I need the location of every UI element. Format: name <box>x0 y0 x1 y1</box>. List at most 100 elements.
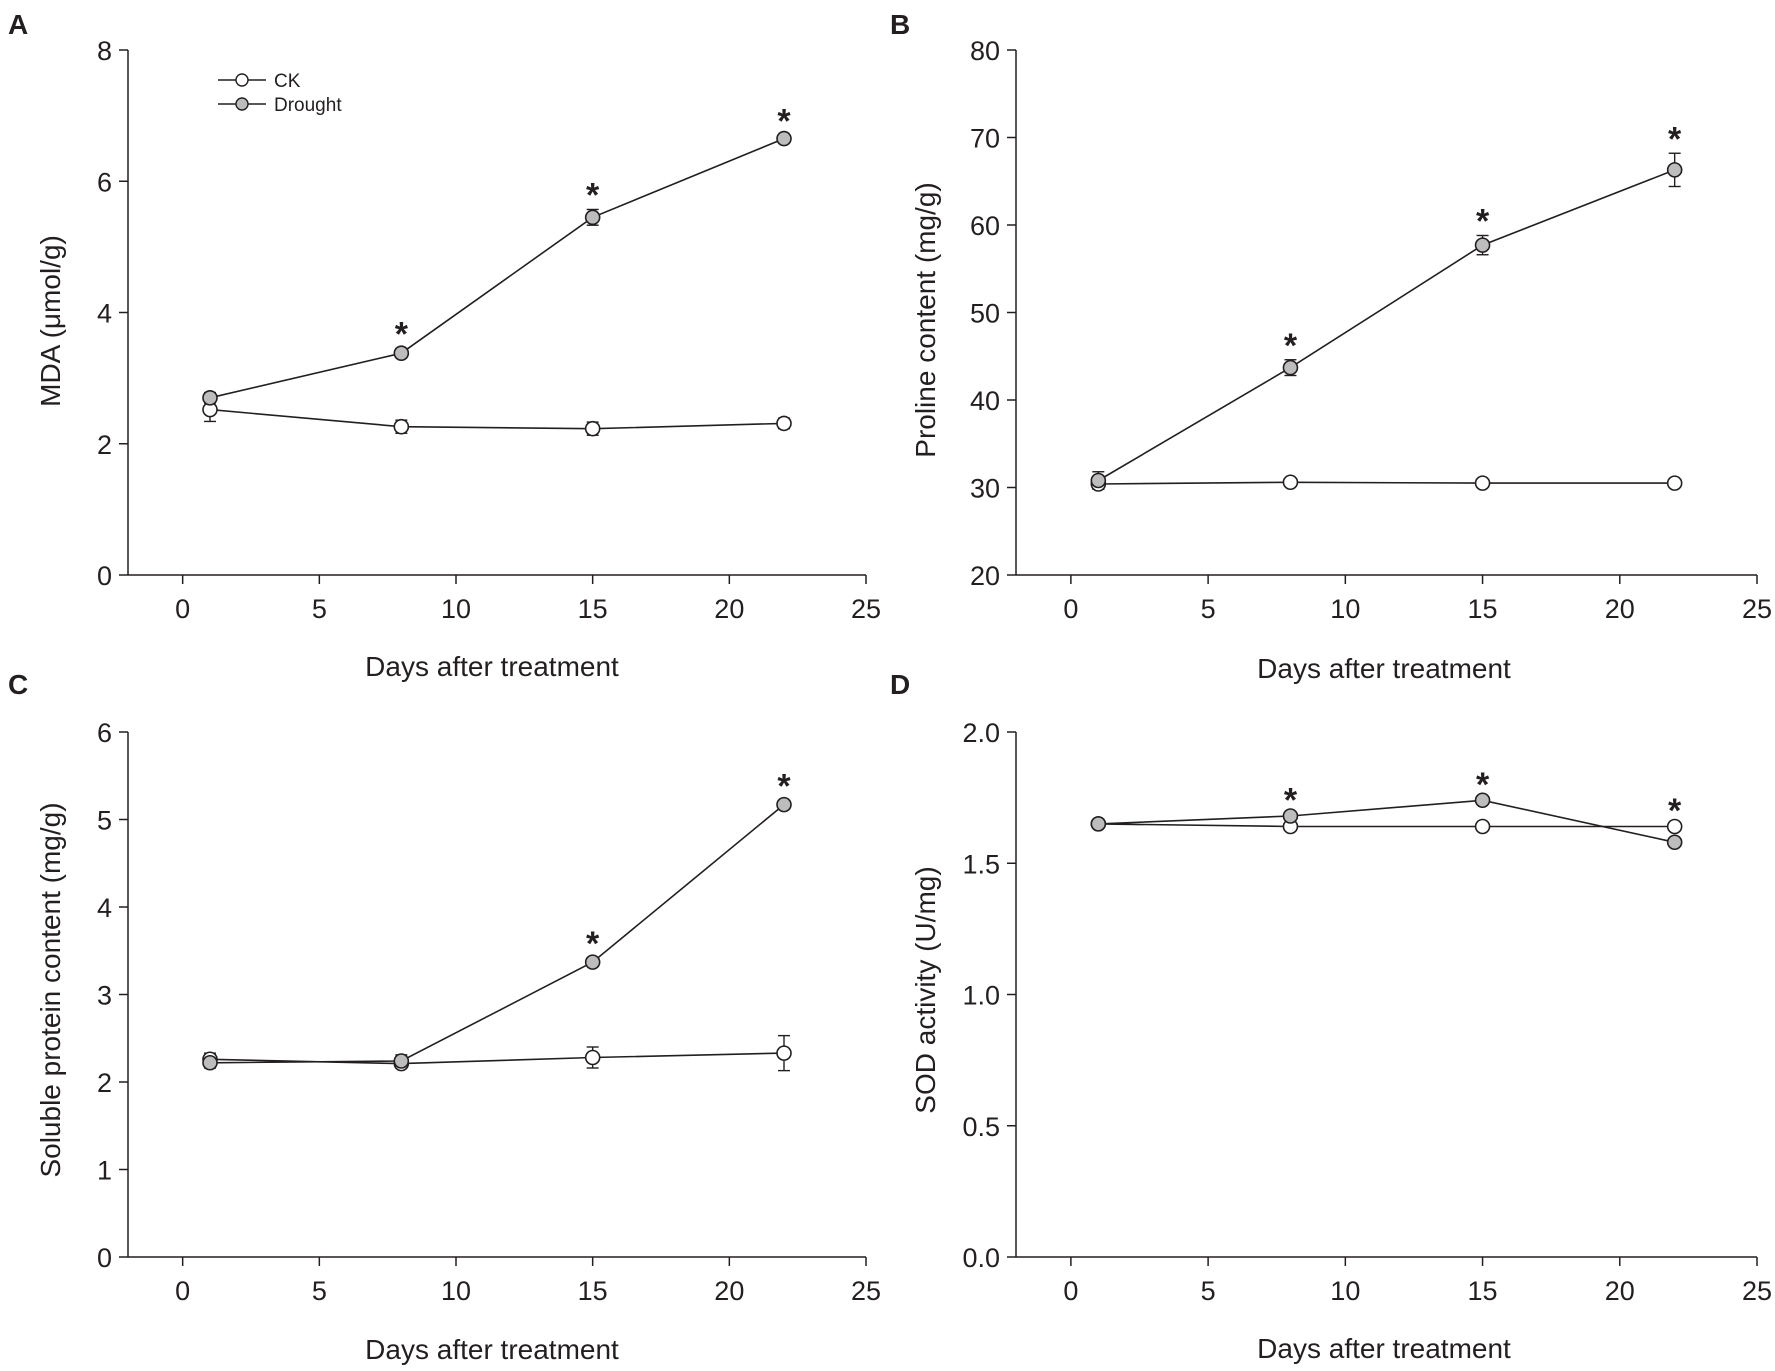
panel-d-x-tick-label: 10 <box>1330 1276 1360 1306</box>
panel-c-plot: 0 5 10 15 20 25 0 1 2 3 4 5 6 * * <box>97 718 881 1306</box>
panel-c-x-tick-label: 25 <box>851 1276 881 1306</box>
panel-b-ck-point <box>1282 474 1299 491</box>
panel-c-x-tick-label: 10 <box>441 1276 471 1306</box>
panel-a-x-tick-label: 25 <box>851 594 881 624</box>
panel-d-y-axis-label: SOD activity (U/mg) <box>910 866 941 1113</box>
panel-c-y-tick-label: 4 <box>97 893 112 923</box>
panel-b-x-tick-label: 25 <box>1742 594 1772 624</box>
panel-b-x-tick-label: 15 <box>1468 594 1498 624</box>
panel-c-x-tick-label: 0 <box>175 1276 190 1306</box>
panel-a-legend-marker-drought <box>235 97 249 111</box>
panel-c-significance-star: * <box>586 925 600 963</box>
panel-d-significance-star: * <box>1476 766 1490 804</box>
panel-a-ck-point <box>776 415 792 432</box>
panel-c-x-axis-label: Days after treatment <box>365 1334 619 1365</box>
panel-b-drought-line <box>1097 169 1675 482</box>
panel-b-ck-line <box>1098 481 1675 485</box>
panel-b-y-tick-label: 70 <box>970 124 1000 154</box>
panel-a-y-tick-label: 0 <box>97 561 112 591</box>
panel-b-ck-point <box>1474 475 1491 491</box>
panel-a-y-tick-label: 2 <box>97 430 112 460</box>
panel-b-y-tick-label: 20 <box>970 561 1000 591</box>
panel-c-y-tick-label: 2 <box>97 1068 112 1098</box>
panel-a-significance-star: * <box>395 316 409 354</box>
panel-c-drought-point <box>202 1054 218 1071</box>
panel-d-x-axis-label: Days after treatment <box>1257 1333 1511 1364</box>
panel-b: B 0 5 10 15 20 25 20 30 40 50 60 70 80 * * * Days after… <box>890 9 1772 684</box>
panel-d: D 0 5 10 15 20 25 0.0 0.5 1.0 1.5 2.0 * * * Days afte… <box>890 669 1772 1364</box>
panel-letter-a: A <box>8 9 28 40</box>
panel-d-drought-point <box>1666 834 1683 851</box>
panel-c-significance-star: * <box>777 767 791 805</box>
panel-a-x-tick-label: 10 <box>441 594 471 624</box>
panel-b-drought-point <box>1666 162 1683 178</box>
panel-d-significance-star: * <box>1284 782 1298 820</box>
panel-c-drought-point <box>584 954 601 970</box>
panel-a: A 0 5 10 15 20 25 0 2 4 6 8 * * * CK Drought Days after… <box>8 9 881 682</box>
panel-c-x-tick-label: 20 <box>714 1276 744 1306</box>
panel-b-drought-point <box>1282 359 1299 376</box>
panel-d-y-tick-label: 2.0 <box>962 718 1000 748</box>
panel-d-ck-line <box>1098 823 1675 828</box>
panel-d-y-tick-label: 1.5 <box>962 849 1000 879</box>
panel-c-y-tick-label: 3 <box>97 981 112 1011</box>
panel-d-plot: 0 5 10 15 20 25 0.0 0.5 1.0 1.5 2.0 * * * <box>962 718 1772 1306</box>
panel-d-y-tick-label: 0.0 <box>962 1243 1000 1273</box>
panel-a-ck-point <box>584 420 601 437</box>
panel-d-y-tick-label: 1.0 <box>962 981 1000 1011</box>
panel-letter-b: B <box>890 9 910 40</box>
panel-c-y-tick-label: 5 <box>97 806 112 836</box>
panel-a-ck-line <box>209 408 785 430</box>
panel-d-x-tick-label: 5 <box>1201 1276 1216 1306</box>
panel-a-y-tick-label: 4 <box>97 299 112 329</box>
panel-c-x-tick-label: 15 <box>578 1276 608 1306</box>
panel-d-drought-point <box>1282 808 1299 824</box>
panel-b-y-tick-label: 30 <box>970 474 1000 504</box>
panel-d-ck-point <box>1666 818 1683 835</box>
panel-b-significance-star: * <box>1668 120 1682 158</box>
panel-d-drought-point <box>1474 792 1491 809</box>
panel-b-x-axis-label: Days after treatment <box>1257 653 1511 684</box>
panel-b-y-tick-label: 60 <box>970 211 1000 241</box>
panel-c-ck-point <box>584 1049 601 1066</box>
panel-b-x-tick-label: 5 <box>1201 594 1216 624</box>
panel-b-x-tick-label: 0 <box>1063 594 1078 624</box>
panel-a-x-tick-label: 5 <box>312 594 327 624</box>
panel-c-y-tick-label: 0 <box>97 1243 112 1273</box>
panel-b-plot: 0 5 10 15 20 25 20 30 40 50 60 70 80 * * * <box>970 36 1772 624</box>
panel-b-y-tick-label: 40 <box>970 386 1000 416</box>
panel-a-x-axis-label: Days after treatment <box>365 651 619 682</box>
panel-a-drought-point <box>776 130 792 147</box>
panel-b-drought-point <box>1474 237 1491 253</box>
panel-a-plot: 0 5 10 15 20 25 0 2 4 6 8 * * * CK Drought <box>97 36 881 624</box>
panel-letter-c: C <box>8 669 28 700</box>
panel-a-x-tick-label: 15 <box>578 594 608 624</box>
panel-a-significance-star: * <box>586 176 600 214</box>
panel-b-x-tick-label: 20 <box>1605 594 1635 624</box>
panel-c-drought-point <box>776 796 792 813</box>
panel-a-x-tick-label: 20 <box>714 594 744 624</box>
panel-a-significance-star: * <box>777 102 791 140</box>
panel-c-x-tick-label: 5 <box>312 1276 327 1306</box>
panel-a-ck-point <box>393 418 410 435</box>
panel-c-y-axis-label: Soluble protein content (mg/g) <box>35 802 66 1177</box>
panel-d-drought-line <box>1098 799 1675 844</box>
panel-a-drought-line <box>209 137 785 399</box>
panel-d-significance-star: * <box>1668 792 1682 830</box>
panel-d-x-tick-label: 25 <box>1742 1276 1772 1306</box>
panel-a-drought-point <box>584 209 601 226</box>
panel-d-x-tick-label: 15 <box>1468 1276 1498 1306</box>
panel-a-y-tick-label: 8 <box>97 36 112 66</box>
panel-a-y-tick-label: 6 <box>97 167 112 197</box>
panel-a-x-tick-label: 0 <box>175 594 190 624</box>
panel-b-x-tick-label: 10 <box>1330 594 1360 624</box>
panel-c-y-tick-label: 6 <box>97 718 112 748</box>
panel-a-legend-label-drought: Drought <box>274 95 342 116</box>
panel-a-drought-point <box>393 345 410 361</box>
panel-b-ck-point <box>1666 475 1683 491</box>
panel-b-y-axis-label: Proline content (mg/g) <box>910 182 941 457</box>
panel-c-ck-point <box>776 1045 792 1061</box>
panel-d-x-tick-label: 20 <box>1605 1276 1635 1306</box>
